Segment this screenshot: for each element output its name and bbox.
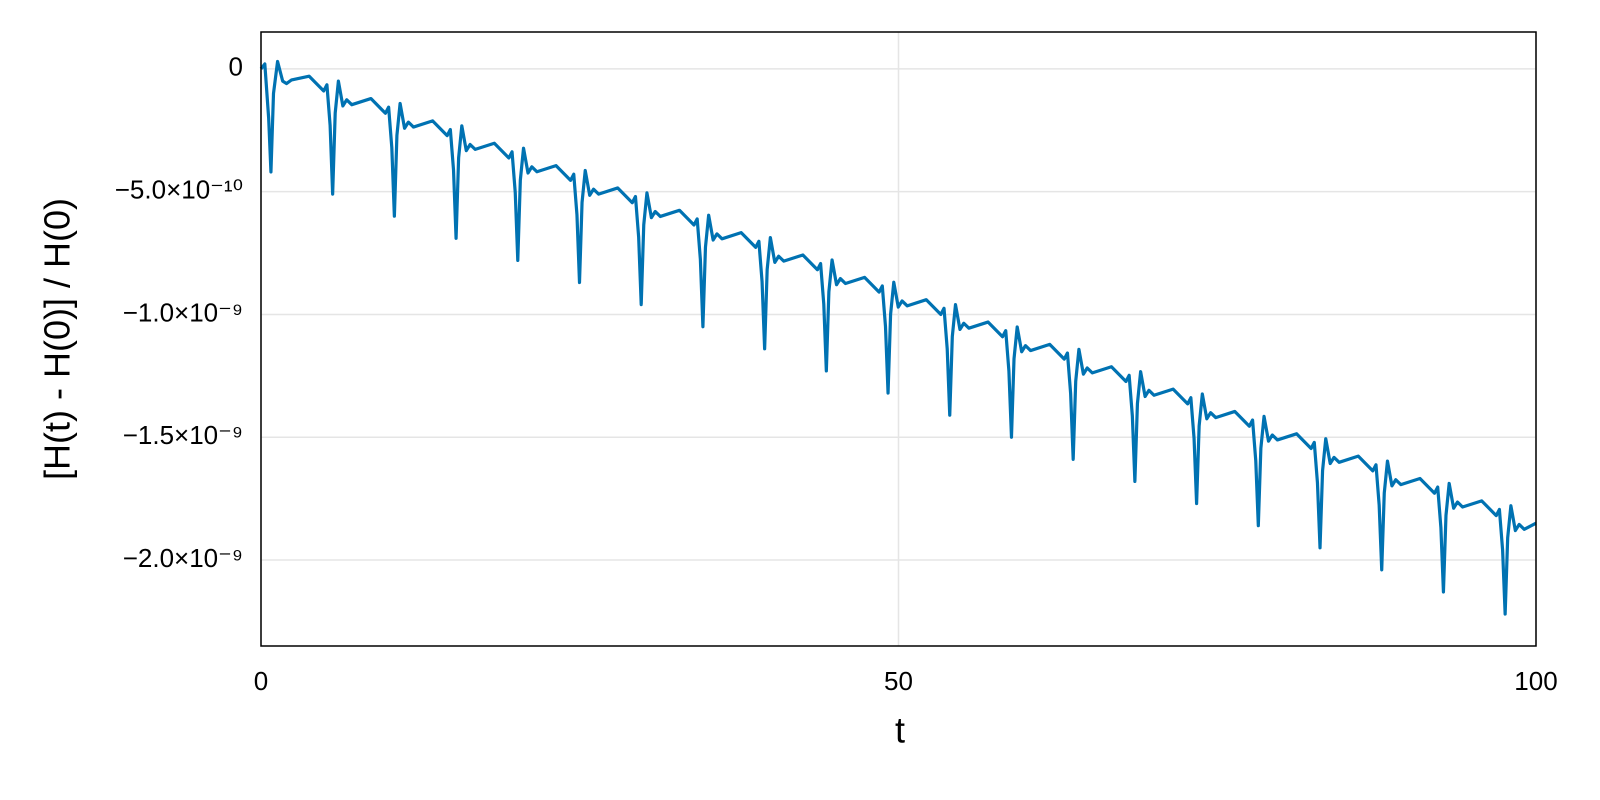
x-tick-label: 100 — [1514, 666, 1557, 696]
data-line — [259, 59, 1537, 616]
y-tick-label: −5.0×10⁻¹⁰ — [115, 175, 243, 205]
y-tick-label: −2.0×10⁻⁹ — [123, 543, 243, 573]
y-tick-label: −1.5×10⁻⁹ — [123, 420, 243, 450]
y-tick-label: 0 — [229, 52, 243, 82]
y-axis-label: [H(t) - H(0)] / H(0) — [37, 198, 78, 480]
x-tick-label: 50 — [884, 666, 913, 696]
x-axis-label: t — [895, 710, 905, 751]
plot-frame — [260, 31, 1537, 647]
y-tick-label: −1.0×10⁻⁹ — [123, 297, 243, 327]
x-tick-label: 0 — [254, 666, 268, 696]
